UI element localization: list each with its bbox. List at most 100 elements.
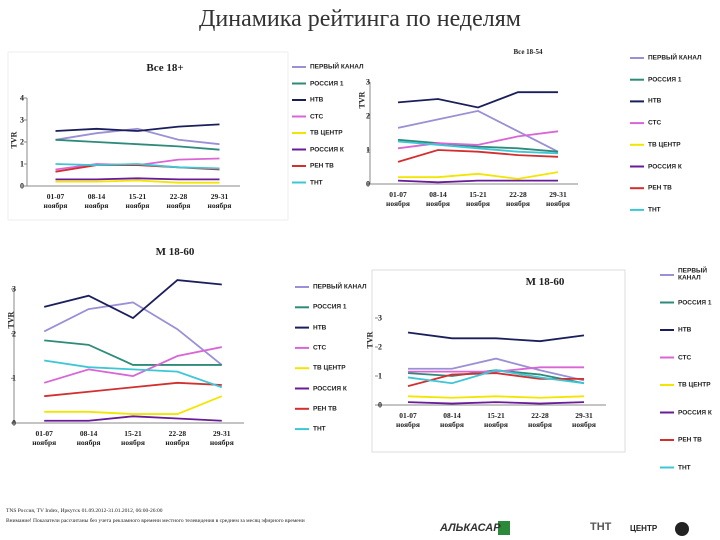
- legend-label: СТС: [310, 112, 324, 120]
- y-tick-label: 2: [366, 111, 370, 121]
- y-tick-label: 1: [12, 373, 16, 383]
- legend-label: РОССИЯ К: [648, 162, 682, 170]
- series-line: [55, 179, 220, 184]
- series-line: [44, 395, 223, 415]
- x-tick-label: 01-07 ноября: [386, 190, 410, 208]
- x-tick-label: 01-07 ноября: [396, 411, 420, 429]
- chart-title: М 18-60: [155, 246, 195, 258]
- series-line: [55, 123, 220, 132]
- series-line: [44, 359, 223, 389]
- series-line: [55, 127, 220, 146]
- logo-icon: [498, 521, 510, 535]
- legend-label: РЕН ТВ: [648, 184, 672, 192]
- y-tick-label: 1: [20, 159, 24, 169]
- chart-frame: [371, 269, 626, 453]
- series-line: [55, 138, 220, 151]
- series-line: [55, 177, 220, 181]
- legend-label: ТНТ: [313, 425, 326, 433]
- x-tick-label: 01-07 ноября: [32, 429, 57, 447]
- legend-label: РОССИЯ К: [313, 384, 347, 392]
- x-tick-label: 01-07 ноября: [43, 192, 68, 210]
- series-line: [397, 138, 559, 153]
- legend-label: ПЕРВЫЙ КАНАЛ: [678, 267, 708, 282]
- x-tick-label: 29-31 ноября: [572, 411, 596, 429]
- legend-label: ПЕРВЫЙ КАНАЛ: [310, 63, 364, 71]
- legend-label: ТВ ЦЕНТР: [310, 129, 343, 137]
- legend-label: НТВ: [648, 97, 662, 105]
- legend-label: РОССИЯ 1: [310, 79, 344, 87]
- x-tick-label: 29-31 ноября: [207, 192, 232, 210]
- legend-label: СТС: [648, 119, 662, 127]
- legend-label: ПЕРВЫЙ КАНАЛ: [648, 54, 702, 62]
- y-tick-label: 0: [366, 179, 370, 189]
- series-line: [397, 140, 559, 155]
- legend-label: РЕН ТВ: [313, 405, 337, 413]
- logo: ЦЕНТР: [630, 524, 658, 533]
- legend-label: РОССИЯ 1: [678, 298, 712, 306]
- legend-label: СТС: [678, 353, 692, 361]
- series-line: [397, 130, 559, 150]
- chart-title: Все 18+: [146, 62, 184, 74]
- x-tick-label: 22-28 ноября: [506, 190, 530, 208]
- x-tick-label: 22-28 ноября: [166, 192, 191, 210]
- series-line: [407, 369, 585, 385]
- x-tick-label: 15-21 ноября: [121, 429, 145, 447]
- legend-label: ТНТ: [678, 463, 691, 471]
- legend-label: ТНТ: [648, 206, 661, 214]
- y-tick-label: 3: [12, 284, 16, 294]
- footer-source: TNS Россия, TV Index, Иркутск 01.09.2012…: [6, 508, 163, 514]
- legend-label: ТВ ЦЕНТР: [648, 141, 681, 149]
- slide-title: Динамика рейтинга по неделям: [199, 6, 521, 32]
- series-line: [44, 415, 222, 422]
- chart-title: М 18-60: [525, 276, 565, 288]
- legend-label: РОССИЯ 1: [648, 75, 682, 83]
- chart-frame: [7, 51, 289, 221]
- y-tick-label: 3: [366, 77, 370, 87]
- x-tick-label: 08-14 ноября: [440, 411, 464, 429]
- y-tick-label: 4: [20, 93, 24, 103]
- x-tick-label: 29-31 ноября: [546, 190, 570, 208]
- x-tick-label: 29-31 ноября: [209, 429, 234, 447]
- legend-label: РОССИЯ К: [310, 145, 344, 153]
- series-line: [44, 339, 222, 366]
- y-tick-label: 2: [20, 137, 24, 147]
- logo-icon: [675, 522, 689, 536]
- y-axis-label: TVR: [357, 91, 367, 109]
- series-line: [407, 401, 585, 405]
- legend-label: НТВ: [310, 96, 324, 104]
- series-line: [43, 279, 222, 320]
- y-tick-label: 3: [378, 313, 382, 323]
- y-axis-label: TVR: [6, 311, 16, 329]
- legend-label: ТНТ: [310, 178, 323, 186]
- x-tick-label: 15-21 ноября: [125, 192, 150, 210]
- series-line: [408, 366, 584, 373]
- x-tick-label: 22-28 ноября: [528, 411, 552, 429]
- legend-label: РЕН ТВ: [678, 436, 702, 444]
- footer-note: Внимание! Показатели рассчитаны без учет…: [6, 518, 305, 524]
- y-tick-label: 0: [378, 400, 382, 410]
- legend-label: НТВ: [313, 323, 327, 331]
- x-tick-label: 15-21 ноября: [484, 411, 508, 429]
- logo: АЛЬКАСАР: [440, 522, 501, 534]
- y-tick-label: 2: [12, 329, 16, 339]
- logo: ТНТ: [590, 521, 612, 533]
- x-tick-label: 08-14 ноября: [76, 429, 101, 447]
- x-tick-label: 08-14 ноября: [84, 192, 109, 210]
- series-line: [397, 149, 559, 163]
- series-line: [44, 381, 222, 398]
- y-tick-label: 2: [378, 342, 382, 352]
- legend-label: РЕН ТВ: [310, 162, 334, 170]
- legend-label: ТВ ЦЕНТР: [313, 364, 346, 372]
- series-line: [55, 163, 220, 170]
- legend-label: СТС: [313, 344, 327, 352]
- legend-label: ПЕРВЫЙ КАНАЛ: [313, 283, 367, 291]
- series-line: [407, 395, 585, 399]
- x-tick-label: 08-14 ноября: [426, 190, 450, 208]
- legend-label: НТВ: [678, 326, 692, 334]
- y-tick-label: 0: [12, 418, 16, 428]
- series-line: [398, 171, 559, 180]
- series-line: [397, 109, 559, 153]
- y-tick-label: 1: [378, 371, 382, 381]
